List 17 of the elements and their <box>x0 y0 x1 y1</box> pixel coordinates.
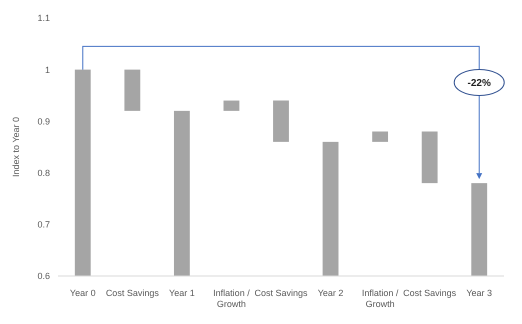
y-tick-label: 0.9 <box>37 116 50 126</box>
x-tick-label: Cost Savings <box>403 288 457 298</box>
y-tick-label: 1 <box>44 64 50 75</box>
x-tick-label: Inflation / Growth <box>213 288 250 309</box>
x-tick-label: Year 1 <box>169 288 195 298</box>
x-tick-label: Year 2 <box>318 288 344 298</box>
y-tick-label: 0.7 <box>37 220 50 230</box>
y-tick-label: 0.8 <box>37 168 50 178</box>
y-tick-label: 0.6 <box>37 271 50 282</box>
y-tick-label: 1.1 <box>37 13 50 24</box>
y-axis-title: Index to Year 0 <box>11 116 22 178</box>
x-tick-label: Inflation / Growth <box>362 288 399 309</box>
x-tick-label: Year 3 <box>466 288 492 298</box>
x-tick-label: Year 0 <box>70 288 96 298</box>
annotation: -22% <box>468 78 491 89</box>
x-tick-label: Cost Savings <box>254 288 308 298</box>
x-tick-label: Cost Savings <box>106 288 160 298</box>
